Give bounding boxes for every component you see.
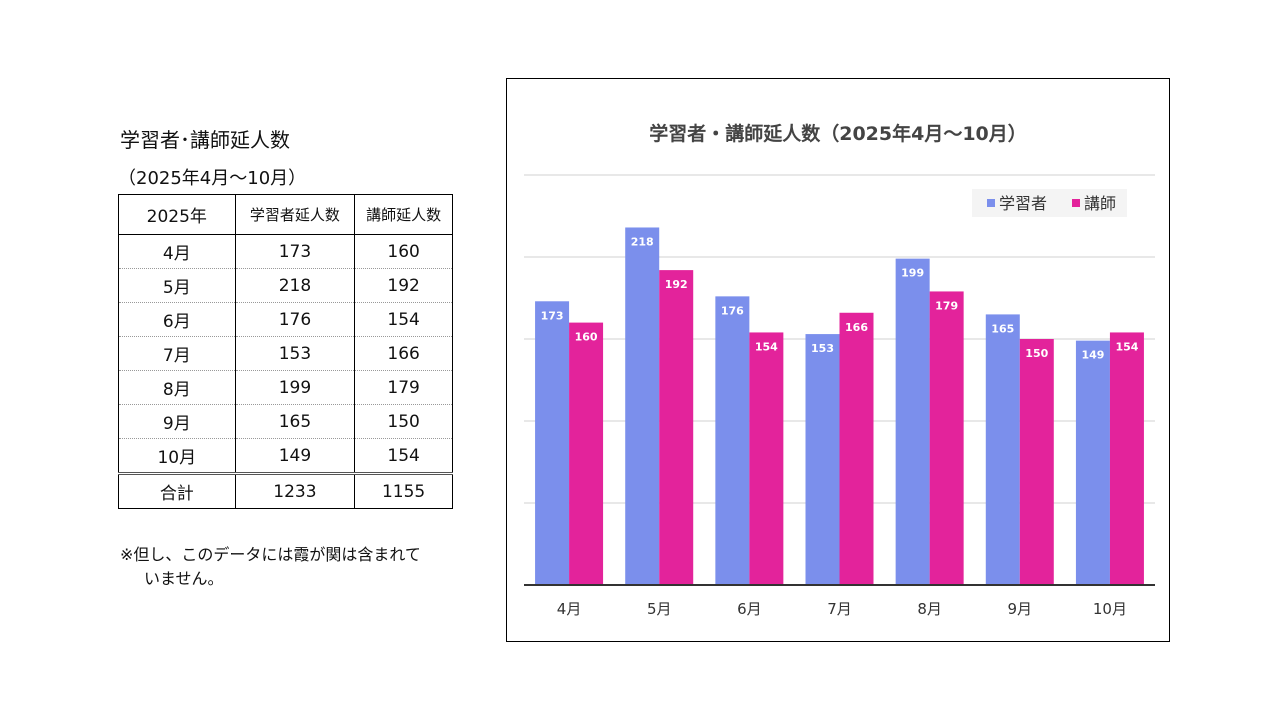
cell-learners: 149 — [234, 438, 356, 474]
cell-month: 9月 — [118, 404, 236, 439]
footnote: ※但し、このデータには霞が関は含まれて いません。 — [120, 543, 465, 591]
bar-learners — [1075, 340, 1110, 585]
x-tick-label: 6月 — [737, 600, 762, 618]
bar-instructors — [749, 332, 784, 585]
footnote-line-1: ※但し、このデータには霞が関は含まれて — [120, 545, 421, 564]
data-label: 153 — [811, 342, 834, 355]
bar-learners — [625, 227, 660, 586]
table-row: 7月 153 166 — [118, 336, 453, 371]
legend-swatch-learners — [987, 199, 995, 207]
data-label: 173 — [541, 309, 564, 322]
cell-learners: 176 — [234, 302, 356, 337]
total-instructors: 1155 — [354, 472, 453, 509]
cell-learners: 199 — [234, 370, 356, 405]
x-tick-label: 5月 — [647, 600, 672, 618]
cell-learners: 165 — [234, 404, 356, 439]
bar-learners — [535, 301, 570, 585]
table-row: 10月 149 154 — [118, 438, 453, 474]
header-instructors: 講師延人数 — [354, 194, 453, 235]
cell-learners: 153 — [234, 336, 356, 371]
cell-instructors: 150 — [354, 404, 453, 439]
data-label: 199 — [901, 267, 924, 280]
total-label: 合計 — [118, 472, 236, 509]
x-tick-label: 10月 — [1093, 600, 1127, 618]
x-tick-label: 4月 — [557, 600, 582, 618]
x-tick-label: 8月 — [917, 600, 942, 618]
data-label: 150 — [1025, 347, 1048, 360]
bar-instructors — [569, 322, 604, 585]
chart-title: 学習者・講師延人数（2025年4月～10月） — [649, 123, 1027, 145]
chart-container: 学習者・講師延人数（2025年4月～10月） 173 160 4月 218 192 5月 1… — [506, 78, 1170, 642]
legend-label-learners: 学習者 — [999, 194, 1047, 213]
data-label: 154 — [1115, 340, 1138, 353]
table-title: 学習者･講師延人数 — [120, 128, 290, 152]
bar-instructors — [1109, 332, 1144, 585]
data-label: 154 — [755, 340, 778, 353]
cell-instructors: 166 — [354, 336, 453, 371]
bar-learners — [805, 334, 840, 585]
cell-month: 7月 — [118, 336, 236, 371]
bar-instructors — [1019, 339, 1054, 585]
cell-month: 8月 — [118, 370, 236, 405]
cell-month: 5月 — [118, 268, 236, 303]
bar-chart: 173 160 4月 218 192 5月 176 154 6月 153 166 7月 199 179 8月… — [524, 174, 1155, 618]
cell-month: 4月 — [118, 234, 236, 269]
data-label: 192 — [665, 278, 688, 291]
data-label: 166 — [845, 321, 868, 334]
bar-instructors — [659, 270, 694, 585]
header-learners: 学習者延人数 — [234, 194, 356, 235]
x-tick-label: 7月 — [827, 600, 852, 618]
data-label: 149 — [1081, 349, 1104, 362]
bar-learners — [715, 296, 750, 585]
table-row: 8月 199 179 — [118, 370, 453, 405]
data-label: 176 — [721, 304, 744, 317]
cell-instructors: 160 — [354, 234, 453, 269]
cell-learners: 173 — [234, 234, 356, 269]
footnote-line-2: いません。 — [144, 569, 224, 588]
cell-month: 6月 — [118, 302, 236, 337]
table-total-row: 合計 1233 1155 — [118, 472, 453, 509]
cell-learners: 218 — [234, 268, 356, 303]
table-row: 6月 176 154 — [118, 302, 453, 337]
data-label: 218 — [631, 235, 654, 248]
table-header-row: 2025年 学習者延人数 講師延人数 — [118, 194, 453, 235]
total-learners: 1233 — [234, 472, 356, 509]
bar-instructors — [929, 291, 964, 585]
data-label: 179 — [935, 299, 958, 312]
bar-learners — [985, 314, 1020, 585]
bar-learners — [895, 258, 930, 585]
cell-month: 10月 — [118, 438, 236, 474]
table-row: 4月 173 160 — [118, 234, 453, 269]
data-label: 160 — [575, 331, 598, 344]
legend-label-instructors: 講師 — [1084, 194, 1116, 213]
cell-instructors: 154 — [354, 438, 453, 474]
cell-instructors: 179 — [354, 370, 453, 405]
table-row: 9月 165 150 — [118, 404, 453, 439]
table-row: 5月 218 192 — [118, 268, 453, 303]
cell-instructors: 192 — [354, 268, 453, 303]
data-label: 165 — [991, 322, 1014, 335]
cell-instructors: 154 — [354, 302, 453, 337]
x-tick-label: 9月 — [1008, 600, 1033, 618]
data-table: 2025年 学習者延人数 講師延人数 4月 173 160 5月 218 192… — [118, 194, 453, 509]
header-year: 2025年 — [118, 194, 236, 235]
bar-instructors — [839, 312, 874, 585]
legend-swatch-instructors — [1072, 199, 1080, 207]
table-subtitle: （2025年4月～10月） — [118, 168, 307, 189]
legend-background — [972, 189, 1127, 217]
